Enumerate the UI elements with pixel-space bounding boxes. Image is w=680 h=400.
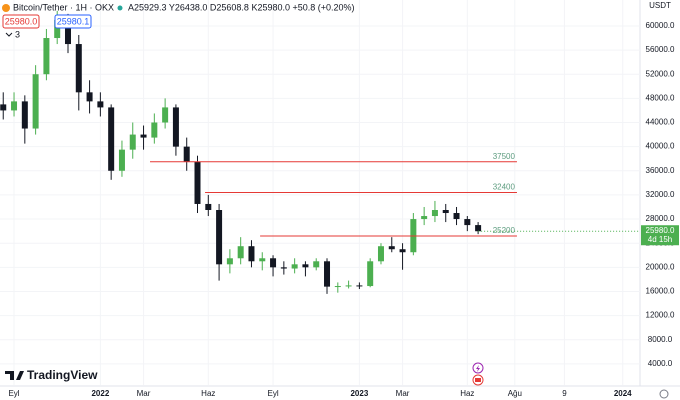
candle-body bbox=[345, 285, 352, 287]
x-tick-label: Mar bbox=[396, 389, 410, 398]
x-tick-label: Mar bbox=[137, 389, 151, 398]
x-tick-label: Eyl bbox=[267, 389, 278, 398]
y-tick-label: 32000.0 bbox=[646, 190, 675, 199]
candle-body bbox=[367, 261, 374, 287]
candle-body bbox=[32, 74, 39, 129]
candle-body bbox=[151, 122, 158, 138]
brand-name: TradingView bbox=[27, 368, 98, 382]
buy-price[interactable]: 25980.1 bbox=[57, 16, 90, 26]
candle-body bbox=[280, 267, 287, 269]
candle-body bbox=[237, 246, 244, 259]
last-price-label: 25980.0 bbox=[646, 226, 675, 235]
x-tick-label: Haz bbox=[201, 389, 215, 398]
y-tick-label: 4000.0 bbox=[648, 359, 673, 368]
y-tick-label: 56000.0 bbox=[646, 45, 675, 54]
y-tick-label: 8000.0 bbox=[648, 335, 673, 344]
candle-body bbox=[226, 258, 233, 265]
brand-logo bbox=[5, 371, 24, 380]
settings-icon[interactable] bbox=[659, 389, 669, 399]
candle-body bbox=[75, 44, 82, 93]
collapse-chevron[interactable] bbox=[5, 32, 13, 37]
status-dot bbox=[117, 5, 123, 11]
candle-body bbox=[97, 101, 104, 108]
candle-body bbox=[302, 264, 309, 268]
x-tick-label: 2023 bbox=[350, 389, 368, 398]
y-tick-label: 40000.0 bbox=[646, 142, 675, 151]
candle-body bbox=[313, 261, 320, 268]
candle-body bbox=[324, 261, 331, 287]
sell-price[interactable]: 25980.0 bbox=[5, 16, 38, 26]
candle-body bbox=[216, 210, 223, 265]
y-tick-label: 16000.0 bbox=[646, 287, 675, 296]
y-tick-label: 52000.0 bbox=[646, 69, 675, 78]
candle-body bbox=[431, 210, 438, 217]
y-tick-label: 36000.0 bbox=[646, 166, 675, 175]
x-tick-label: Ağu bbox=[508, 389, 522, 398]
candle-body bbox=[54, 19, 61, 39]
candle-body bbox=[248, 246, 255, 262]
candle-body bbox=[475, 225, 482, 232]
horizontal-line-label: 32400 bbox=[493, 183, 516, 192]
y-tick-label: 12000.0 bbox=[646, 311, 675, 320]
symbol: Bitcoin/Tether · 1H · OKX bbox=[13, 2, 114, 12]
candle-body bbox=[140, 134, 147, 138]
candle-body bbox=[129, 134, 136, 150]
candle-body bbox=[356, 285, 363, 287]
candle-body bbox=[172, 107, 179, 147]
y-tick-label: 44000.0 bbox=[646, 118, 675, 127]
candle-body bbox=[64, 19, 71, 45]
candle-body bbox=[21, 101, 28, 129]
candle-body bbox=[453, 213, 460, 220]
indicator-count[interactable]: 3 bbox=[15, 29, 20, 39]
y-tick-label: 48000.0 bbox=[646, 93, 675, 102]
candle-body bbox=[291, 264, 298, 269]
flag-icon-glyph bbox=[475, 378, 481, 382]
currency[interactable]: USDT bbox=[649, 1, 671, 10]
candle-body bbox=[43, 38, 50, 75]
y-tick-label: 20000.0 bbox=[646, 262, 675, 271]
candle-body bbox=[205, 203, 212, 210]
candle-body bbox=[377, 246, 384, 262]
candle-body bbox=[464, 219, 471, 226]
candle-body bbox=[0, 104, 7, 111]
y-tick-label: 28000.0 bbox=[646, 214, 675, 223]
plot: 37500 32400 25200 bbox=[0, 10, 517, 294]
horizontal-line-label: 25200 bbox=[493, 226, 516, 235]
candle-body bbox=[108, 107, 115, 171]
candle-body bbox=[194, 161, 201, 204]
sell-button[interactable] bbox=[2, 14, 40, 29]
candle-body bbox=[259, 258, 266, 262]
horizontal-line-label: 37500 bbox=[493, 152, 516, 161]
candle-body bbox=[86, 92, 93, 102]
countdown: 4d 15h bbox=[648, 235, 672, 244]
last-price-tag bbox=[641, 225, 679, 246]
x-tick-label: 2022 bbox=[91, 389, 109, 398]
x-tick-label: Eyl bbox=[8, 389, 19, 398]
candle-body bbox=[162, 107, 169, 123]
candle-body bbox=[388, 246, 395, 250]
coin-icon bbox=[2, 4, 10, 12]
candle-body bbox=[118, 149, 125, 171]
candle-body bbox=[421, 216, 428, 220]
candle-body bbox=[270, 258, 277, 268]
candle-body bbox=[11, 101, 18, 111]
ohlc: A25929.3 Y26438.0 D25608.8 K25980.0 +50.… bbox=[128, 2, 355, 12]
x-tick-label: 2024 bbox=[614, 389, 632, 398]
x-tick-label: Haz bbox=[460, 389, 474, 398]
candle-body bbox=[334, 286, 341, 288]
candle-body bbox=[183, 146, 190, 162]
candle-body bbox=[399, 249, 406, 253]
buy-button[interactable] bbox=[54, 14, 92, 29]
x-tick-label: 9 bbox=[562, 389, 567, 398]
event-icon-glyph bbox=[476, 365, 480, 372]
candle-body bbox=[442, 210, 449, 214]
y-tick-label: 60000.0 bbox=[646, 21, 675, 30]
